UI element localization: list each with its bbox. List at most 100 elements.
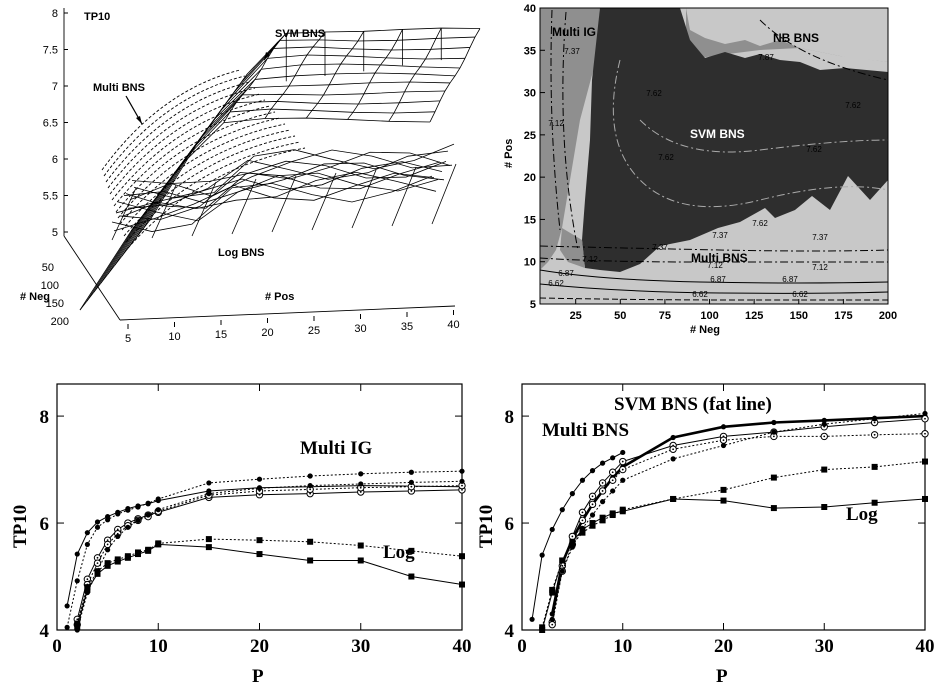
- data-point: [871, 499, 878, 506]
- data-point: [84, 530, 90, 536]
- contour-y-label: # Pos: [503, 139, 515, 168]
- data-point: [610, 455, 616, 461]
- contour-value-label: 7.12: [582, 255, 598, 264]
- data-point-center: [561, 564, 564, 567]
- mesh-line: [101, 69, 241, 171]
- data-point: [600, 499, 606, 505]
- data-point: [145, 500, 151, 506]
- data-point: [155, 540, 162, 547]
- y-tick-label: 8: [40, 407, 50, 428]
- contour-y-tick-label: 30: [524, 88, 536, 100]
- data-point: [549, 616, 555, 622]
- data-point: [155, 496, 161, 502]
- mesh-line: [264, 31, 326, 119]
- data-point-center: [551, 623, 554, 626]
- data-point: [670, 456, 676, 462]
- pos-tick-label: 35: [401, 321, 413, 333]
- data-point-center: [581, 519, 584, 522]
- data-point: [358, 471, 364, 477]
- data-point: [205, 536, 212, 543]
- data-point-center: [924, 432, 926, 435]
- contour-value-label: 7.12: [707, 261, 723, 270]
- data-point: [821, 417, 827, 423]
- region-label-multi-bns: Multi BNS: [691, 251, 748, 265]
- data-point: [459, 553, 465, 560]
- x-axis-label-right: P: [716, 666, 728, 686]
- data-point: [307, 483, 313, 489]
- series-left: [64, 468, 466, 633]
- data-point-center: [106, 543, 109, 546]
- data-point: [720, 486, 727, 493]
- data-point: [256, 476, 263, 482]
- contour-x-tick-label: 125: [745, 310, 763, 322]
- mesh-line: [121, 63, 461, 257]
- data-point-center: [309, 492, 312, 495]
- data-point: [549, 526, 555, 533]
- data-point: [256, 485, 263, 491]
- multi-ig-region: [540, 8, 600, 270]
- x-tick-label: 0: [517, 636, 527, 657]
- contour-value-label: 6.87: [558, 269, 574, 278]
- data-point: [539, 552, 545, 558]
- surface-pos-ticks: 5 10 15 20 25 30 35 40: [125, 310, 460, 345]
- data-point: [720, 442, 727, 449]
- data-point-center: [86, 578, 89, 581]
- mesh-line: [111, 175, 433, 232]
- contour-y-tick-label: 15: [524, 214, 536, 226]
- y-tick-label: 4: [40, 621, 50, 642]
- data-point: [770, 474, 777, 481]
- mesh-line: [151, 184, 177, 239]
- mesh-line: [271, 175, 297, 233]
- data-point: [559, 568, 565, 574]
- contour-x-tick-label: 25: [570, 310, 582, 322]
- data-point-center: [722, 439, 725, 442]
- y-tick-label: 4: [505, 621, 515, 642]
- mesh-line: [109, 93, 261, 195]
- data-point-center: [611, 479, 614, 482]
- contour-x-tick-label: 150: [790, 310, 808, 322]
- data-point: [408, 547, 415, 554]
- x-tick-label: 40: [453, 636, 472, 657]
- mesh-line: [103, 75, 246, 177]
- data-point: [459, 581, 465, 588]
- mesh-line: [123, 135, 296, 237]
- line-chart-left-panel: 0 10 20 30 40 8 6 4 TP10 P Multi IG Log: [10, 383, 472, 686]
- mesh-line: [128, 54, 466, 248]
- neg-tick-label: 200: [51, 316, 69, 328]
- mesh-line: [127, 150, 449, 209]
- x-tick-label: 10: [613, 636, 632, 657]
- contour-x-label: # Neg: [690, 324, 720, 336]
- data-point-center: [410, 490, 413, 492]
- region-label-multi-ig: Multi IG: [552, 25, 596, 39]
- data-point-center: [76, 618, 79, 621]
- contour-value-label: 7.62: [658, 153, 674, 162]
- y-tick-label: 6: [40, 514, 50, 535]
- data-point-center: [924, 417, 926, 420]
- data-point: [84, 541, 90, 548]
- data-point: [357, 542, 364, 549]
- mesh-line: [351, 169, 377, 229]
- z-tick-label: 5: [52, 227, 58, 239]
- data-point: [64, 624, 70, 630]
- data-point: [872, 416, 878, 422]
- data-point: [94, 519, 101, 525]
- surface-z-ticks: 8 7.5 7 6.5 6 5.5 5: [43, 8, 68, 239]
- z-tick-label: 6: [52, 154, 58, 166]
- data-point-center: [601, 482, 604, 484]
- data-point-center: [873, 433, 876, 436]
- mesh-line: [133, 143, 455, 199]
- data-point: [670, 495, 677, 502]
- x-tick-label: 30: [815, 636, 834, 657]
- data-point-center: [823, 435, 826, 438]
- data-point: [358, 481, 364, 487]
- mesh-line: [311, 172, 337, 231]
- ticks-left: 0 10 20 30 40 8 6 4: [40, 384, 472, 657]
- surface-z-label: TP10: [84, 11, 110, 23]
- mesh-line: [115, 111, 276, 213]
- data-point: [821, 421, 827, 427]
- mesh-line: [191, 181, 217, 237]
- contour-x-tick-label: 75: [659, 310, 671, 322]
- data-point: [307, 473, 313, 479]
- data-point: [125, 524, 131, 530]
